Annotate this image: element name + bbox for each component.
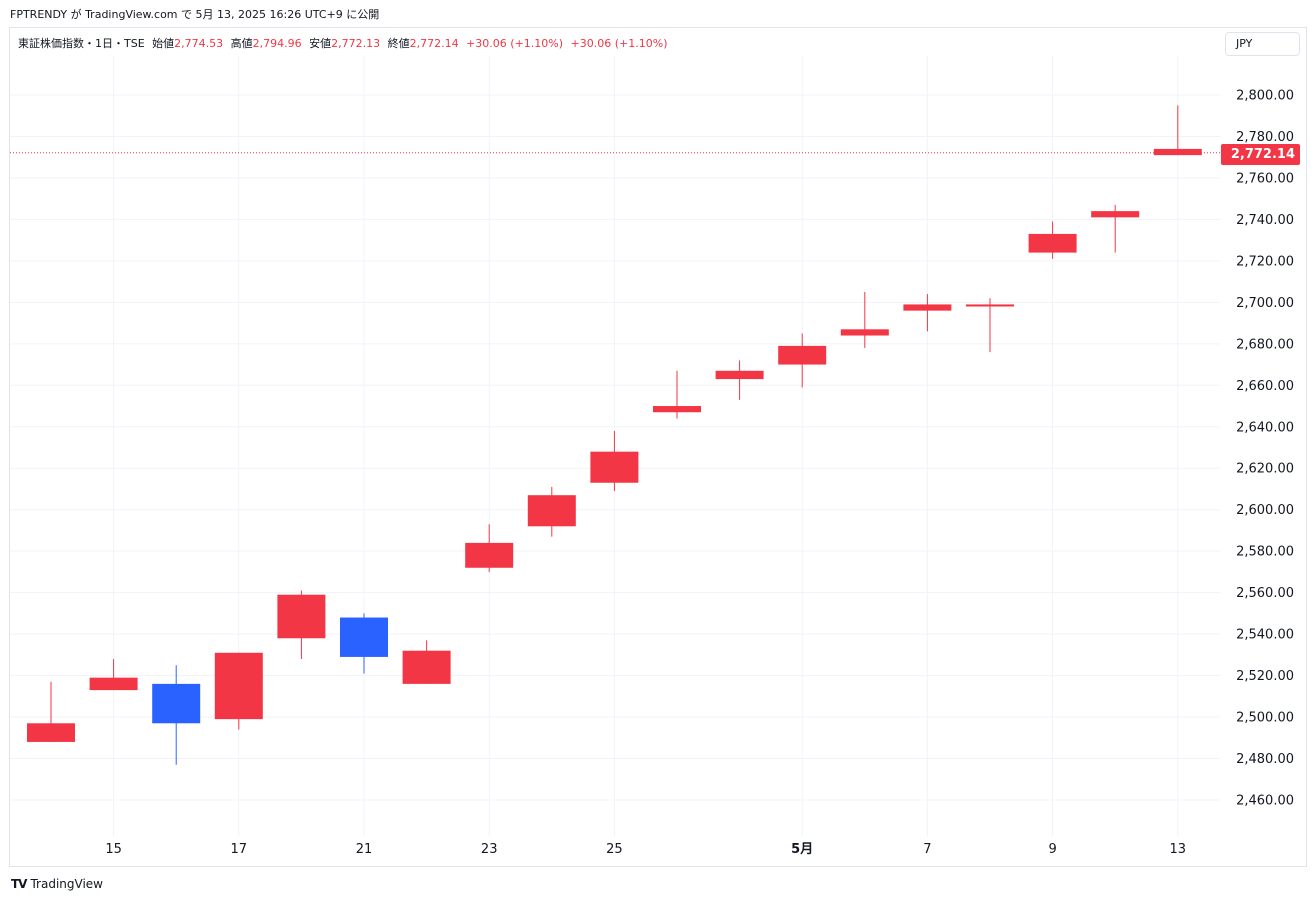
x-tick-label: 23 bbox=[481, 842, 498, 857]
y-tick-label: 2,660.00 bbox=[1236, 379, 1294, 394]
y-tick-label: 2,780.00 bbox=[1236, 130, 1294, 145]
x-tick-label: 15 bbox=[105, 842, 122, 857]
candle-body bbox=[653, 406, 701, 413]
candle-body bbox=[277, 594, 326, 639]
open-value: 2,774.53 bbox=[174, 37, 224, 50]
y-tick-label: 2,680.00 bbox=[1236, 337, 1294, 352]
candle-body bbox=[402, 650, 451, 684]
candle-body bbox=[903, 304, 952, 311]
low-label: 安値 bbox=[309, 37, 332, 50]
candle-body bbox=[465, 542, 514, 568]
candle-body bbox=[152, 683, 201, 724]
change-value: +30.06 (+1.10%) bbox=[466, 37, 564, 50]
candles bbox=[10, 105, 1220, 765]
close-label: 終値 bbox=[387, 37, 410, 50]
symbol-label[interactable]: 東証株価指数・1日・TSE bbox=[18, 37, 145, 50]
y-tick-label: 2,500.00 bbox=[1236, 711, 1294, 726]
candle-body bbox=[715, 370, 764, 380]
candle-body bbox=[214, 652, 263, 720]
chart-frame bbox=[9, 27, 1307, 867]
change-value-secondary: +30.06 (+1.10%) bbox=[570, 37, 668, 50]
candle-body bbox=[778, 345, 827, 365]
candle-body bbox=[89, 677, 138, 691]
y-tick-label: 2,600.00 bbox=[1236, 503, 1294, 518]
candle-body bbox=[527, 495, 576, 527]
candle-body bbox=[966, 304, 1014, 307]
y-tick-label: 2,580.00 bbox=[1236, 545, 1294, 560]
open-label: 始値 bbox=[152, 37, 175, 50]
x-tick-label: 17 bbox=[231, 842, 248, 857]
x-tick-label: 7 bbox=[923, 842, 931, 857]
currency-selector[interactable]: JPY bbox=[1225, 32, 1300, 56]
y-tick-label: 2,480.00 bbox=[1236, 752, 1294, 767]
candle-body bbox=[1153, 148, 1202, 156]
y-tick-label: 2,760.00 bbox=[1236, 171, 1294, 186]
y-tick-label: 2,800.00 bbox=[1236, 89, 1294, 104]
y-tick-label: 2,620.00 bbox=[1236, 462, 1294, 477]
candle-body bbox=[840, 329, 889, 336]
low-value: 2,772.13 bbox=[331, 37, 381, 50]
last-price-tag: 2,772.14 bbox=[1221, 144, 1300, 165]
y-tick-label: 2,700.00 bbox=[1236, 296, 1294, 311]
x-tick-label: 13 bbox=[1170, 842, 1187, 857]
y-tick-label: 2,720.00 bbox=[1236, 254, 1294, 269]
brand[interactable]: TV TradingView bbox=[11, 877, 103, 891]
y-tick-label: 2,540.00 bbox=[1236, 628, 1294, 643]
candle-body bbox=[1028, 233, 1077, 253]
high-value: 2,794.96 bbox=[252, 37, 302, 50]
x-tick-label: 5月 bbox=[791, 842, 813, 857]
tradingview-logo-icon: TV bbox=[11, 877, 28, 891]
x-tick-label: 21 bbox=[356, 842, 373, 857]
candle-body bbox=[590, 451, 639, 483]
y-tick-label: 2,520.00 bbox=[1236, 669, 1294, 684]
x-tick-label: 25 bbox=[606, 842, 623, 857]
y-tick-label: 2,740.00 bbox=[1236, 213, 1294, 228]
high-label: 高値 bbox=[230, 37, 253, 50]
brand-name: TradingView bbox=[30, 877, 103, 891]
candle-body bbox=[1091, 211, 1140, 218]
y-tick-label: 2,560.00 bbox=[1236, 586, 1294, 601]
candle-body bbox=[27, 723, 75, 742]
close-value: 2,772.14 bbox=[409, 37, 459, 50]
published-info: FPTRENDY が TradingView.com で 5月 13, 2025… bbox=[10, 8, 380, 21]
chart-legend: 東証株価指数・1日・TSE 始値2,774.53 高値2,794.96 安値2,… bbox=[18, 35, 668, 51]
axes: 2,460.00 2,480.00 2,500.00 2,520.00 2,540.00… bbox=[105, 89, 1294, 858]
candle-body bbox=[340, 617, 388, 657]
x-tick-label: 9 bbox=[1048, 842, 1056, 857]
y-tick-label: 2,460.00 bbox=[1236, 794, 1294, 809]
y-tick-label: 2,640.00 bbox=[1236, 420, 1294, 435]
